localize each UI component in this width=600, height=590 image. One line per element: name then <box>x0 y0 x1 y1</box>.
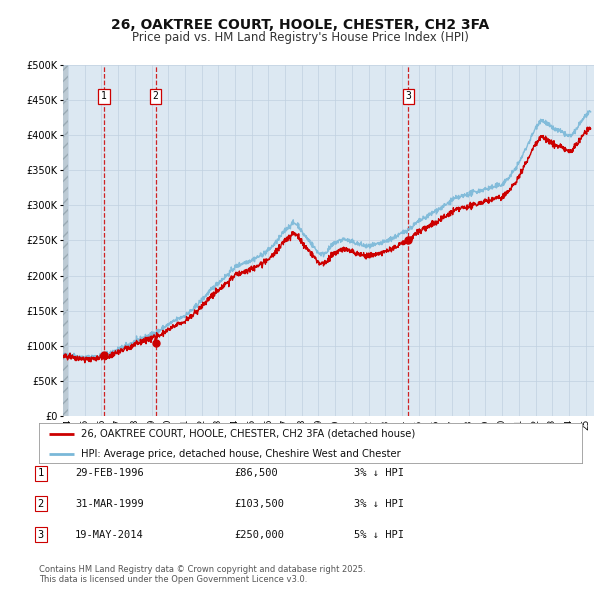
Text: 3% ↓ HPI: 3% ↓ HPI <box>354 499 404 509</box>
Text: 2: 2 <box>153 91 158 101</box>
Text: 1: 1 <box>38 468 44 478</box>
Text: HPI: Average price, detached house, Cheshire West and Chester: HPI: Average price, detached house, Ches… <box>81 450 401 460</box>
Text: 3: 3 <box>406 91 411 101</box>
Text: £103,500: £103,500 <box>234 499 284 509</box>
Text: 1: 1 <box>101 91 107 101</box>
Text: £86,500: £86,500 <box>234 468 278 478</box>
Text: £250,000: £250,000 <box>234 530 284 539</box>
Text: Contains HM Land Registry data © Crown copyright and database right 2025.
This d: Contains HM Land Registry data © Crown c… <box>39 565 365 584</box>
Text: 5% ↓ HPI: 5% ↓ HPI <box>354 530 404 539</box>
Text: 26, OAKTREE COURT, HOOLE, CHESTER, CH2 3FA (detached house): 26, OAKTREE COURT, HOOLE, CHESTER, CH2 3… <box>81 429 415 439</box>
Text: 19-MAY-2014: 19-MAY-2014 <box>75 530 144 539</box>
Text: 29-FEB-1996: 29-FEB-1996 <box>75 468 144 478</box>
Text: 3% ↓ HPI: 3% ↓ HPI <box>354 468 404 478</box>
Text: 26, OAKTREE COURT, HOOLE, CHESTER, CH2 3FA: 26, OAKTREE COURT, HOOLE, CHESTER, CH2 3… <box>111 18 489 32</box>
Text: Price paid vs. HM Land Registry's House Price Index (HPI): Price paid vs. HM Land Registry's House … <box>131 31 469 44</box>
Text: 31-MAR-1999: 31-MAR-1999 <box>75 499 144 509</box>
Text: 2: 2 <box>38 499 44 509</box>
Text: 3: 3 <box>38 530 44 539</box>
